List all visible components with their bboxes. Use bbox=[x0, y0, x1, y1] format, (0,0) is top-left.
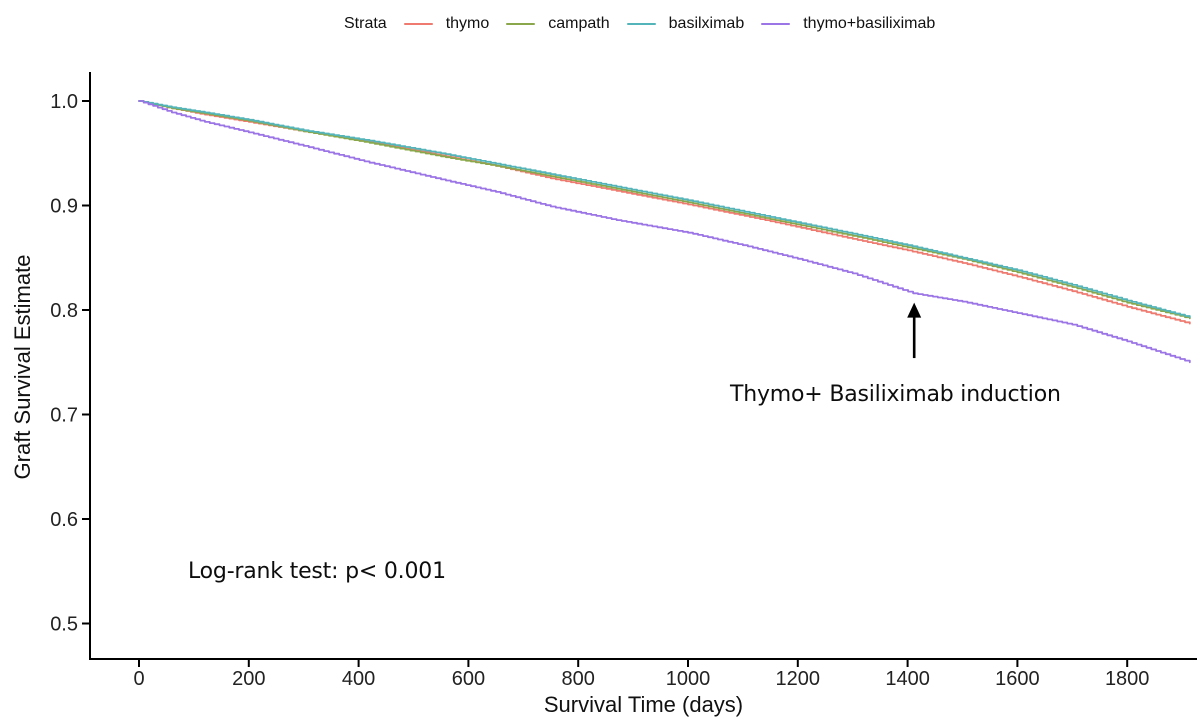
x-tick-label: 800 bbox=[562, 668, 595, 690]
km-curve-basilximab bbox=[138, 100, 1191, 319]
legend-item-basilximab: basilximab bbox=[626, 15, 745, 33]
x-tick-label: 0 bbox=[133, 668, 144, 690]
legend-item-thymo+basiliximab: thymo+basiliximab bbox=[761, 15, 935, 33]
y-tick-label: 0.7 bbox=[50, 405, 78, 427]
km-curve-thymo+basiliximab bbox=[138, 100, 1191, 364]
legend-title: Strata bbox=[344, 15, 387, 32]
y-tick-label: 0.8 bbox=[50, 300, 78, 322]
legend-label: thymo+basiliximab bbox=[803, 15, 936, 32]
legend-item-thymo: thymo bbox=[403, 15, 490, 33]
x-axis-title: Survival Time (days) bbox=[543, 692, 744, 717]
annotation-arrow-head bbox=[907, 302, 922, 318]
legend-swatch-thymo+basiliximab bbox=[761, 23, 791, 25]
x-tick-label: 1400 bbox=[885, 668, 930, 690]
x-tick-label: 1200 bbox=[776, 668, 821, 690]
x-tick-label: 400 bbox=[342, 668, 375, 690]
legend: Strata thymo campath basilximab thymo+basil… bbox=[344, 13, 935, 35]
y-axis-title: Graft Survival Estimate bbox=[10, 254, 35, 480]
x-tick-label: 1600 bbox=[995, 668, 1040, 690]
legend-label: thymo bbox=[445, 15, 490, 32]
x-tick-label: 1000 bbox=[666, 668, 711, 690]
legend-swatch-basilximab bbox=[626, 23, 656, 25]
logrank-annotation: Log-rank test: p< 0.001 bbox=[188, 559, 446, 584]
y-tick-label: 0.5 bbox=[50, 614, 78, 636]
axis-lines bbox=[89, 72, 1197, 660]
y-tick-label: 0.6 bbox=[50, 509, 78, 531]
y-tick-label: 0.9 bbox=[50, 196, 78, 218]
legend-swatch-thymo bbox=[403, 23, 433, 25]
x-tick-label: 600 bbox=[452, 668, 485, 690]
x-tick-label: 1800 bbox=[1105, 668, 1150, 690]
legend-label: basilximab bbox=[668, 15, 745, 32]
km-curve-thymo bbox=[138, 100, 1191, 325]
x-tick-label: 200 bbox=[232, 668, 265, 690]
km-curve-campath bbox=[138, 100, 1191, 320]
legend-label: campath bbox=[548, 15, 610, 32]
legend-swatch-campath bbox=[506, 23, 536, 25]
y-tick-label: 1.0 bbox=[50, 91, 78, 113]
legend-item-campath: campath bbox=[506, 15, 610, 33]
curve-annotation: Thymo+ Basiliximab induction bbox=[730, 382, 1061, 407]
